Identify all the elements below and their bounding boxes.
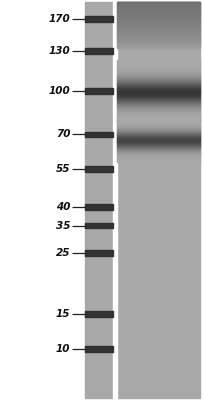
Text: 170: 170 [49,14,70,24]
Text: 35: 35 [56,221,70,230]
Text: 100: 100 [49,86,70,96]
Text: 130: 130 [49,46,70,56]
Text: 70: 70 [56,129,70,139]
Text: 25: 25 [56,248,70,258]
Text: 40: 40 [56,202,70,212]
Text: 55: 55 [56,164,70,174]
Text: 15: 15 [56,309,70,319]
Text: 10: 10 [56,344,70,354]
